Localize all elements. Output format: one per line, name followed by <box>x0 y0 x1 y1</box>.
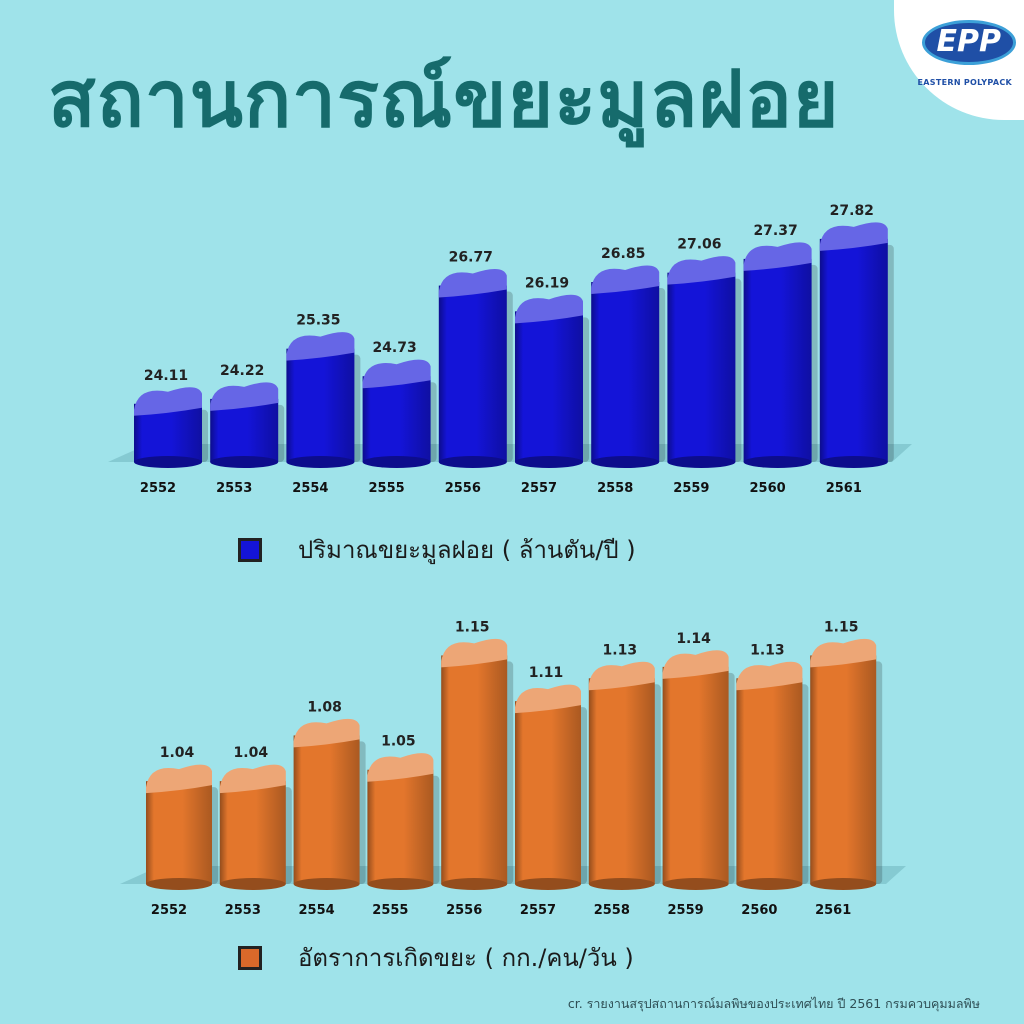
page-title: สถานการณ์ขยะมูลฝอย <box>48 55 840 145</box>
quantity-category-label: 2554 <box>292 481 328 496</box>
rate-bar <box>588 661 661 890</box>
quantity-bar <box>286 332 361 468</box>
legend-label-waste-quantity: ปริมาณขยะมูลฝอย ( ล้านตัน/ปี ) <box>298 536 636 564</box>
waste-quantity-legend: ปริมาณขยะมูลฝอย ( ล้านตัน/ปี ) <box>238 530 636 569</box>
quantity-bar <box>591 265 666 468</box>
rate-bar-cap <box>293 718 360 748</box>
rate-value-label: 1.14 <box>676 631 711 647</box>
rate-value-label: 1.05 <box>381 734 416 750</box>
quantity-value-label: 26.77 <box>449 250 493 266</box>
rate-bar-cap <box>588 661 655 691</box>
logo-company-name: EASTERN POLYPACK <box>917 78 1012 87</box>
rate-bar-cap <box>367 753 434 782</box>
quantity-category-label: 2552 <box>140 481 176 496</box>
rate-bar-cap <box>515 684 581 714</box>
rate-value-label: 1.15 <box>824 619 859 635</box>
quantity-value-label: 27.06 <box>677 237 721 253</box>
rate-bar-cap <box>736 661 803 691</box>
rate-bar <box>736 661 809 890</box>
rate-category-label: 2560 <box>741 903 777 918</box>
quantity-category-label: 2559 <box>673 481 709 496</box>
quantity-value-label: 25.35 <box>296 313 340 329</box>
quantity-category-label: 2553 <box>216 481 252 496</box>
waste-rate-chart-svg: 1.04 2552 1.04 2553 1.08 2554 1.05 2555 1.15 2556… <box>120 619 906 918</box>
quantity-bar <box>667 256 742 468</box>
rate-bar <box>515 684 587 890</box>
rate-bar-cap <box>441 638 508 668</box>
quantity-bar <box>743 242 818 468</box>
rate-bar-cap <box>219 764 286 794</box>
quantity-bar <box>438 269 513 468</box>
quantity-bar <box>134 387 208 468</box>
legend-label-waste-rate: อัตราการเกิดขยะ ( กก./คน/วัน ) <box>298 944 634 972</box>
rate-category-label: 2554 <box>299 903 335 918</box>
quantity-category-label: 2555 <box>369 481 405 496</box>
quantity-category-label: 2556 <box>445 481 481 496</box>
quantity-bar <box>362 359 437 468</box>
rate-value-label: 1.15 <box>455 619 490 635</box>
quantity-category-label: 2557 <box>521 481 557 496</box>
quantity-bar-cap <box>743 242 812 271</box>
quantity-bar-cap <box>210 382 279 411</box>
rate-value-label: 1.11 <box>529 665 564 681</box>
rate-value-label: 1.04 <box>234 745 269 761</box>
rate-category-label: 2553 <box>225 903 261 918</box>
quantity-bar <box>210 382 285 468</box>
quantity-bar <box>515 294 589 468</box>
rate-value-label: 1.08 <box>307 699 342 715</box>
source-credit: cr. รายงานสรุปสถานการณ์มลพิษของประเทศไทย… <box>567 996 980 1011</box>
waste-rate-legend: อัตราการเกิดขยะ ( กก./คน/วัน ) <box>238 938 634 977</box>
rate-bar <box>293 718 366 890</box>
rate-value-label: 1.13 <box>603 642 638 658</box>
rate-bar-cap <box>146 764 212 794</box>
rate-category-label: 2558 <box>594 903 630 918</box>
quantity-value-label: 27.82 <box>830 203 874 219</box>
quantity-bar <box>819 222 894 468</box>
quantity-bar-cap <box>286 332 355 361</box>
legend-swatch-blue <box>238 537 262 562</box>
rate-category-label: 2556 <box>446 903 482 918</box>
quantity-bar-cap <box>362 359 431 389</box>
quantity-value-label: 27.37 <box>753 223 797 239</box>
rate-category-label: 2559 <box>668 903 704 918</box>
rate-bar-cap <box>810 638 877 668</box>
quantity-bar-cap <box>667 256 736 285</box>
waste-quantity-chart-svg: 24.11 2552 24.22 2553 25.35 2554 24.73 2555 26.7… <box>108 203 912 496</box>
waste-rate-chart: 1.04 2552 1.04 2553 1.08 2554 1.05 2555 1.15 2556… <box>120 619 906 918</box>
rate-bar <box>146 764 218 890</box>
quantity-bar-cap <box>591 265 660 294</box>
rate-value-label: 1.13 <box>750 642 785 658</box>
rate-category-label: 2555 <box>372 903 408 918</box>
rate-bar <box>367 753 440 890</box>
quantity-category-label: 2558 <box>597 481 633 496</box>
quantity-bar-cap <box>515 294 583 324</box>
rate-value-label: 1.04 <box>160 745 195 761</box>
quantity-bar-cap <box>438 269 507 298</box>
waste-quantity-chart: 24.11 2552 24.22 2553 25.35 2554 24.73 2555 26.7… <box>108 203 912 496</box>
rate-category-label: 2552 <box>151 903 187 918</box>
rate-category-label: 2557 <box>520 903 556 918</box>
quantity-category-label: 2560 <box>750 481 786 496</box>
quantity-value-label: 24.22 <box>220 363 264 379</box>
quantity-value-label: 26.85 <box>601 246 645 262</box>
rate-bar <box>441 638 514 890</box>
rate-bar <box>810 638 883 890</box>
rate-bar-cap <box>662 650 729 679</box>
epp-logo-mark: EPP <box>921 20 1016 65</box>
quantity-value-label: 26.19 <box>525 275 569 291</box>
quantity-bar-cap <box>819 222 888 251</box>
quantity-value-label: 24.73 <box>372 340 416 356</box>
rate-bar <box>662 650 735 890</box>
quantity-bar-cap <box>134 387 202 416</box>
quantity-value-label: 24.11 <box>144 368 188 384</box>
quantity-category-label: 2561 <box>826 481 862 496</box>
rate-bar <box>219 764 292 890</box>
rate-category-label: 2561 <box>815 903 851 918</box>
legend-swatch-orange <box>238 945 262 970</box>
